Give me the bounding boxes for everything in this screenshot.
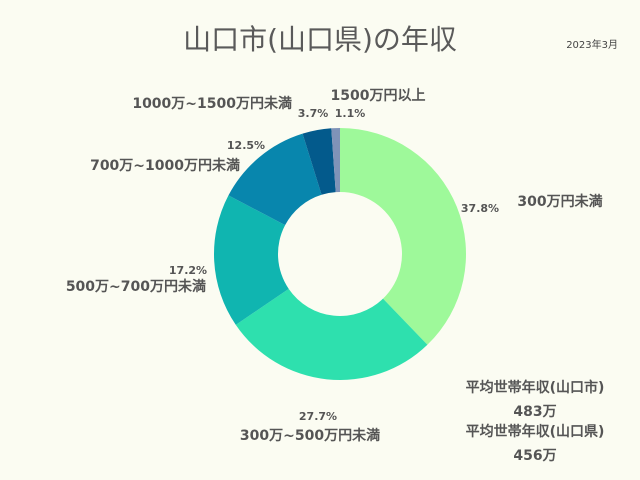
- average-prefecture-value: 456万: [513, 448, 557, 464]
- slice-category-label: 500万~700万円未満: [66, 278, 206, 295]
- donut-slice: [340, 128, 467, 345]
- donut-slice: [213, 195, 289, 325]
- donut-slice: [302, 128, 336, 195]
- slice-value-label: 1.1%: [335, 107, 366, 120]
- donut-slice: [235, 288, 428, 381]
- slice-value-label: 12.5%: [227, 139, 265, 152]
- slice-category-label: 1000万~1500万円未満: [132, 95, 292, 112]
- average-prefecture-label: 平均世帯年収(山口県): [465, 424, 605, 440]
- slice-value-label: 17.2%: [169, 264, 207, 277]
- donut-slice: [228, 133, 322, 226]
- slice-category-label: 1500万円以上: [331, 88, 426, 104]
- average-prefecture: 平均世帯年収(山口県) 456万: [440, 422, 630, 466]
- slice-category-label: 300万~500万円未満: [240, 427, 380, 444]
- slice-value-label: 37.8%: [461, 202, 499, 215]
- chart-title: 山口市(山口県)の年収: [183, 23, 457, 56]
- slice-value-label: 3.7%: [298, 107, 329, 120]
- slice-category-label: 700万~1000万円未満: [90, 157, 240, 174]
- slice-category-label: 300万円未満: [517, 193, 602, 210]
- average-city: 平均世帯年収(山口市) 483万: [440, 378, 630, 422]
- slice-value-label: 27.7%: [299, 410, 337, 423]
- average-city-label: 平均世帯年収(山口市): [465, 380, 605, 396]
- donut-slice: [331, 128, 340, 193]
- average-city-value: 483万: [513, 404, 557, 420]
- date-note: 2023年3月: [566, 40, 618, 51]
